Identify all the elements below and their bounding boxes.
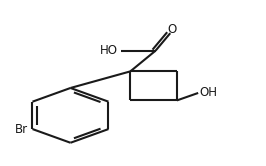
Text: Br: Br [15,123,28,136]
Text: HO: HO [100,44,118,57]
Text: OH: OH [200,86,218,99]
Text: O: O [168,23,177,36]
